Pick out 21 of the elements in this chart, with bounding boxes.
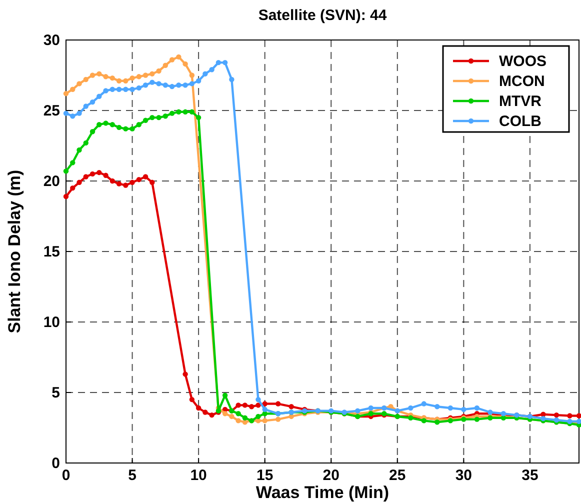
y-tick-label: 15 <box>43 244 60 260</box>
legend-label: MCON <box>499 73 545 90</box>
legend-label: WOOS <box>499 53 546 70</box>
y-tick-label: 0 <box>52 455 60 472</box>
chart-title: Satellite (SVN): 44 <box>258 7 388 24</box>
y-tick-label: 25 <box>43 102 60 120</box>
x-tick-label: 30 <box>455 467 472 484</box>
y-tick-label: 10 <box>43 314 60 331</box>
legend-label: COLB <box>499 113 542 130</box>
y-axis-title: Slant Iono Delay (m) <box>5 170 24 334</box>
y-tick-label: 5 <box>52 384 60 402</box>
x-axis-title: Waas Time (Min) <box>256 483 390 502</box>
x-tick-label: 15 <box>256 467 274 484</box>
x-tick-label: 35 <box>522 467 538 484</box>
x-tick-label: 25 <box>389 467 406 484</box>
y-tick-label: 30 <box>43 32 60 49</box>
legend-label: MTVR <box>499 93 542 110</box>
x-tick-label: 20 <box>322 467 340 484</box>
x-tick-label: 5 <box>128 467 136 484</box>
y-tick-label: 20 <box>43 173 60 190</box>
x-tick-label: 10 <box>190 467 207 484</box>
